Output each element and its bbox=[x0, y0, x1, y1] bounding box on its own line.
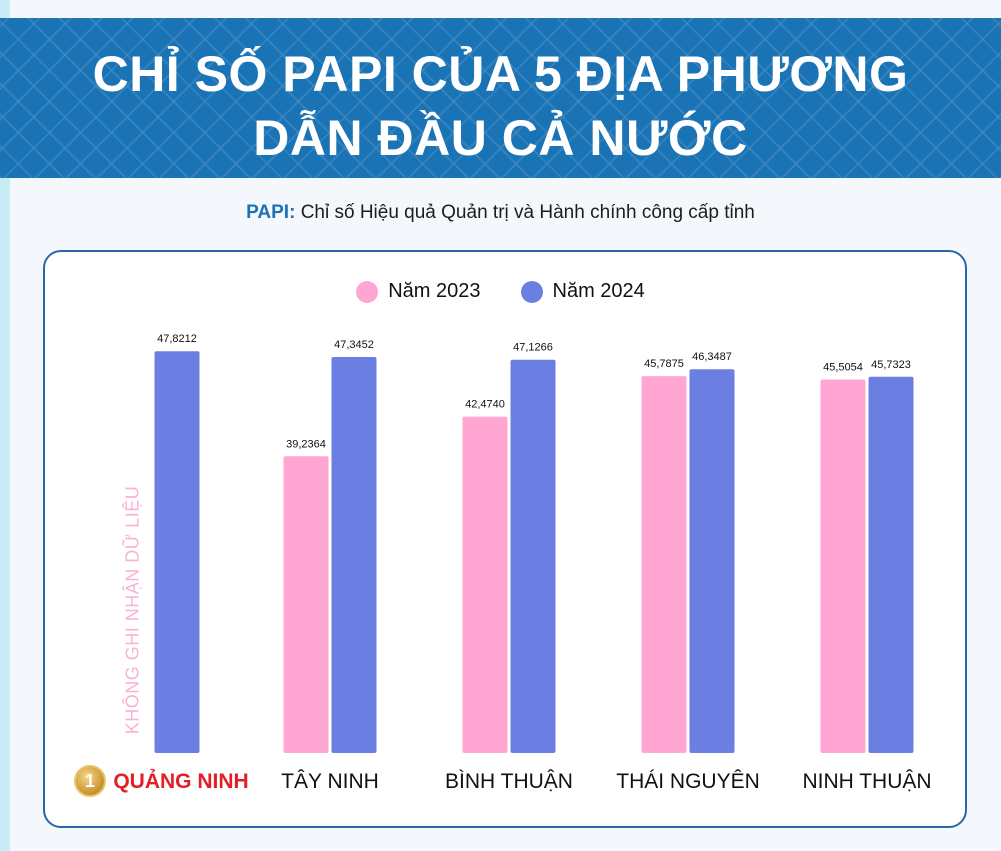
bar-2023-2 bbox=[462, 416, 508, 753]
bar-2023-3 bbox=[641, 376, 687, 753]
bar-2024-1 bbox=[331, 357, 377, 753]
data-label-2023-1: 39,2364 bbox=[286, 438, 326, 450]
bar-2024-3 bbox=[689, 369, 735, 753]
legend-item-2024: Năm 2024 bbox=[520, 280, 645, 303]
category-label-ninh-thuan: NINH THUẬN bbox=[802, 770, 932, 793]
data-label-2024-0: 47,8212 bbox=[157, 333, 197, 345]
subtitle-prefix: PAPI: bbox=[246, 202, 296, 223]
bar-2024-4 bbox=[868, 376, 914, 753]
data-label-2023-3: 45,7875 bbox=[644, 358, 684, 370]
title-line-2: DẪN ĐẦU CẢ NƯỚC bbox=[253, 110, 748, 166]
legend-swatch-2023 bbox=[356, 280, 379, 303]
bar-2024-0 bbox=[154, 351, 200, 753]
bar-2024-2 bbox=[510, 359, 556, 753]
header-banner: CHỈ SỐ PAPI CỦA 5 ĐỊA PHƯƠNG DẪN ĐẦU CẢ … bbox=[0, 18, 1001, 178]
left-accent-strip bbox=[0, 0, 10, 851]
legend-label-2023: Năm 2023 bbox=[388, 280, 481, 302]
page-title: CHỈ SỐ PAPI CỦA 5 ĐỊA PHƯƠNG DẪN ĐẦU CẢ … bbox=[0, 42, 1001, 170]
subtitle-text: Chỉ số Hiệu quả Quản trị và Hành chính c… bbox=[300, 202, 755, 223]
gold-medal-icon: 1 bbox=[74, 765, 106, 797]
data-label-2023-4: 45,5054 bbox=[823, 362, 863, 374]
subtitle: PAPI: Chỉ số Hiệu quả Quản trị và Hành c… bbox=[0, 202, 1001, 224]
chart-legend: Năm 2023 Năm 2024 bbox=[0, 280, 1001, 303]
data-label-2024-4: 45,7323 bbox=[871, 359, 911, 371]
category-label-binh-thuan: BÌNH THUẬN bbox=[445, 770, 573, 793]
header-pattern bbox=[0, 18, 1001, 178]
data-label-2023-2: 42,4740 bbox=[465, 399, 505, 411]
data-label-2024-1: 47,3452 bbox=[334, 339, 374, 351]
category-label-tay-ninh: TÂY NINH bbox=[281, 770, 379, 793]
title-line-1: CHỈ SỐ PAPI CỦA 5 ĐỊA PHƯƠNG bbox=[92, 46, 909, 102]
data-label-2024-2: 47,1266 bbox=[513, 342, 553, 354]
category-label-thai-nguyen: THÁI NGUYÊN bbox=[616, 770, 760, 793]
no-data-note: KHÔNG GHI NHẬN DỮ LIỆU bbox=[122, 485, 143, 735]
bar-2023-4 bbox=[820, 379, 866, 753]
legend-label-2024: Năm 2024 bbox=[552, 280, 645, 302]
data-label-2024-3: 46,3487 bbox=[692, 351, 732, 363]
legend-swatch-2024 bbox=[520, 280, 543, 303]
bar-2023-1 bbox=[283, 456, 329, 753]
legend-item-2023: Năm 2023 bbox=[356, 280, 481, 303]
category-label-quang-ninh: QUẢNG NINH bbox=[113, 770, 249, 793]
